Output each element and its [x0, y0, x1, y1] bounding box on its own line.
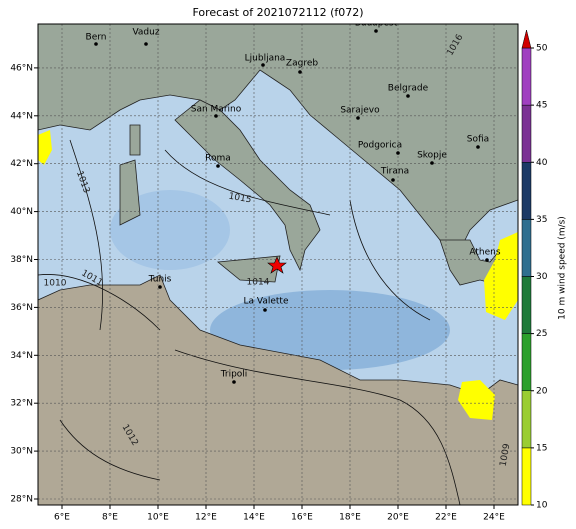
city-label: Athens	[469, 248, 500, 258]
lon-tick-label: 10°E	[147, 513, 169, 523]
lon-tick-label: 20°E	[387, 513, 409, 523]
lon-tick-label: 8°E	[102, 513, 118, 523]
map: Budapest Bern Vaduz Ljubljana Zagreb Belgrade…	[38, 19, 518, 505]
colorbar-extend	[521, 29, 532, 49]
city-label: Zagreb	[286, 59, 318, 69]
isobar-label: 1015	[228, 192, 252, 206]
lat-tick-label: 34°N	[10, 351, 33, 361]
colorbar-segment	[521, 276, 532, 334]
colorbar-segment	[521, 447, 532, 506]
lat-tick-label: 30°N	[10, 447, 33, 457]
lat-tick-label: 28°N	[10, 495, 33, 505]
city-label: Sofia	[467, 135, 489, 145]
lon-tick-label: 14°E	[243, 513, 265, 523]
city-dot	[476, 145, 480, 149]
colorbar-segment	[521, 47, 532, 106]
lon-tick-label: 18°E	[339, 513, 361, 523]
city-label: Tripoli	[220, 370, 248, 380]
colorbar-tick-label: 50	[536, 44, 548, 54]
city-label: Budapest	[355, 19, 398, 29]
colorbar-label: 10 m wind speed (m/s)	[558, 216, 568, 320]
lon-tick-label: 22°E	[435, 513, 457, 523]
title: Forecast of 2021072112 (f072)	[192, 6, 363, 19]
city-dot	[94, 42, 98, 46]
cities: Budapest Bern Vaduz Ljubljana Zagreb Belgrade…	[86, 19, 501, 384]
colorbar-segment	[521, 390, 532, 449]
colorbar-segment	[521, 219, 532, 277]
lat-tick-label: 44°N	[10, 111, 33, 121]
colorbar-tick-label: 25	[536, 329, 547, 339]
city-dot	[214, 114, 218, 118]
isobar-label: 1014	[247, 278, 270, 288]
lat-tick-label: 42°N	[10, 159, 33, 169]
city-dot	[374, 29, 378, 33]
city-label: Roma	[205, 154, 231, 164]
colorbar-tick-label: 10	[536, 501, 548, 511]
map-frame	[37, 23, 519, 506]
city-dot	[356, 116, 360, 120]
sea-shade	[210, 290, 450, 370]
star-marker	[267, 256, 287, 274]
lat-tick-label: 32°N	[10, 399, 33, 409]
city-dot	[263, 308, 267, 312]
isobar-label: 1010	[44, 279, 67, 289]
city-dot	[298, 70, 302, 74]
city-dot	[430, 161, 434, 165]
colorbar: 10 15 20 25 30 35 40 45 50 10 m wind speed (m/s)	[521, 29, 568, 511]
city-label: La Valette	[244, 297, 289, 307]
city-label: Skopje	[417, 151, 447, 161]
colorbar-segment	[521, 333, 532, 391]
isobar-label: 1009	[499, 443, 513, 468]
lon-tick-label: 24°E	[483, 513, 505, 523]
city-label: Podgorica	[358, 141, 402, 151]
colorbar-tick-label: 45	[536, 101, 547, 111]
lon-tick-label: 16°E	[291, 513, 313, 523]
city-dot	[485, 258, 489, 262]
lat-tick-label: 36°N	[10, 303, 33, 313]
wind-patch	[38, 130, 518, 420]
city-dot	[406, 94, 410, 98]
sea-shade	[110, 190, 230, 270]
city-label: Belgrade	[388, 84, 429, 94]
colorbar-tick-label: 30	[536, 272, 548, 282]
city-dot	[144, 42, 148, 46]
lon-tick-label: 6°E	[54, 513, 70, 523]
city-label: Tirana	[380, 167, 409, 177]
city-dot	[216, 164, 220, 168]
city-dot	[396, 151, 400, 155]
city-label: Tunis	[148, 275, 172, 285]
lat-tick-label: 46°N	[10, 63, 33, 73]
lat-tick-label: 38°N	[10, 255, 33, 265]
city-label: San Marino	[191, 105, 242, 115]
colorbar-tick-label: 15	[536, 443, 547, 453]
city-label: Vaduz	[132, 28, 159, 38]
city-dot	[158, 285, 162, 289]
city-label: Sarajevo	[340, 106, 380, 116]
colorbar-segment	[521, 104, 532, 163]
city-dot	[261, 63, 265, 67]
city-label: Ljubljana	[245, 54, 286, 64]
colorbar-tick-label: 40	[536, 158, 548, 168]
lat-tick-label: 40°N	[10, 207, 33, 217]
isobars	[38, 139, 461, 505]
colorbar-tick-label: 35	[536, 215, 547, 225]
colorbar-segment	[521, 162, 532, 220]
grid	[38, 24, 518, 505]
city-dot	[232, 380, 236, 384]
city-label: Bern	[86, 33, 107, 43]
city-dot	[391, 178, 395, 182]
lon-tick-label: 12°E	[195, 513, 217, 523]
colorbar-tick-label: 20	[536, 386, 548, 396]
axes: 6°E 8°E 10°E 12°E 14°E 16°E 18°E 20°E 22°E 24°E 28…	[10, 63, 505, 522]
